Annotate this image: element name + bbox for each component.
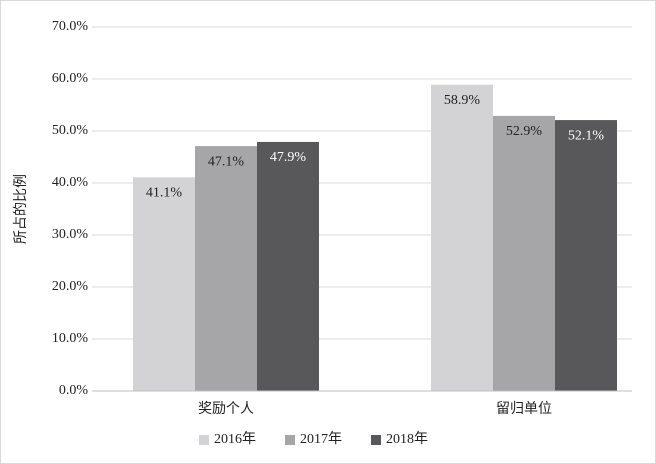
x-tick-label: 奖励个人 xyxy=(198,400,254,417)
value-label: 47.1% xyxy=(208,154,245,169)
value-label: 58.9% xyxy=(444,93,481,108)
y-tick-label: 0.0% xyxy=(59,383,89,398)
bar xyxy=(257,141,319,391)
legend-swatch xyxy=(285,435,295,445)
y-tick-label: 30.0% xyxy=(52,227,89,242)
y-tick-label: 10.0% xyxy=(52,331,89,346)
y-tick-label: 50.0% xyxy=(52,123,89,138)
value-label: 52.1% xyxy=(568,128,605,143)
bar xyxy=(133,177,195,391)
value-label: 47.9% xyxy=(270,150,307,165)
bar xyxy=(493,115,555,392)
legend-label: 2017年 xyxy=(300,431,342,447)
value-label: 41.1% xyxy=(146,185,183,200)
y-tick-label: 70.0% xyxy=(52,19,89,34)
bar xyxy=(555,120,617,391)
legend-swatch xyxy=(371,435,381,445)
legend-label: 2018年 xyxy=(386,431,428,447)
y-tick-label: 20.0% xyxy=(52,279,89,294)
y-tick-label: 60.0% xyxy=(52,71,89,86)
value-label: 52.9% xyxy=(506,124,543,139)
legend-swatch xyxy=(199,435,209,445)
y-tick-label: 40.0% xyxy=(52,175,89,190)
bar xyxy=(195,146,257,391)
legend-label: 2016年 xyxy=(214,431,256,447)
y-axis-label: 所占的比例 xyxy=(13,174,29,244)
x-tick-label: 留归单位 xyxy=(496,400,552,417)
bar xyxy=(431,84,493,391)
